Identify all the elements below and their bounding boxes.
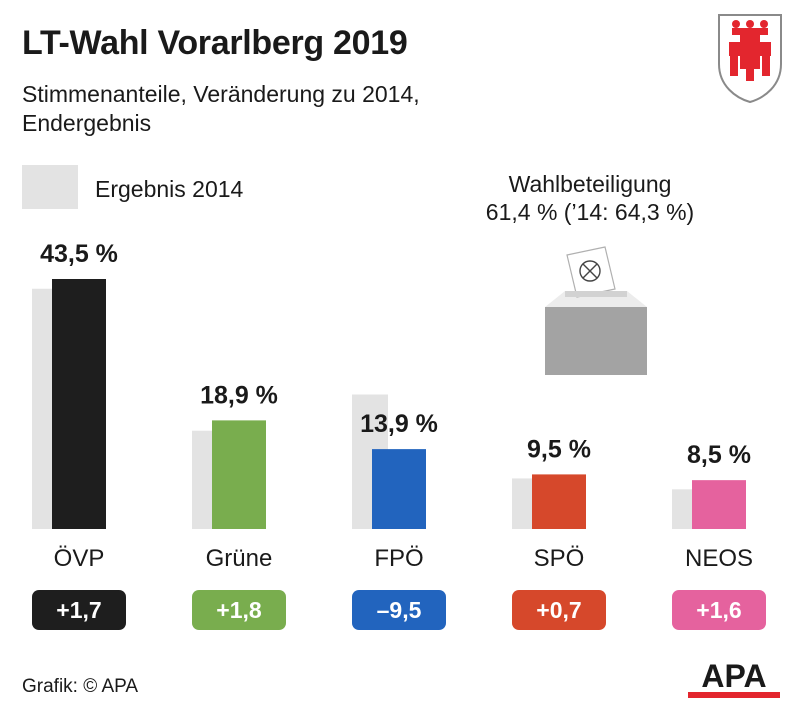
value-label: 13,9 % xyxy=(360,410,438,438)
change-label: +0,7 xyxy=(536,597,581,623)
party-label: FPÖ xyxy=(374,545,423,572)
bar-2019 xyxy=(52,279,106,529)
party-label: NEOS xyxy=(685,545,753,572)
change-badge xyxy=(32,590,126,630)
bar-2019 xyxy=(692,480,746,529)
change-label: +1,8 xyxy=(216,597,262,623)
page-subtitle: Stimmenanteile, Veränderung zu 2014, End… xyxy=(22,80,582,138)
value-label: 18,9 % xyxy=(200,381,278,409)
page-title: LT-Wahl Vorarlberg 2019 xyxy=(22,24,408,62)
bar-2019 xyxy=(532,474,586,529)
subtitle-line-2: Endergebnis xyxy=(22,110,152,136)
party-label: ÖVP xyxy=(54,545,105,572)
change-badge xyxy=(192,590,286,630)
change-badge xyxy=(672,590,766,630)
party-label: Grüne xyxy=(206,545,273,572)
change-label: +1,6 xyxy=(696,597,741,623)
change-label: –9,5 xyxy=(377,597,422,623)
turnout-label: Wahlbeteiligung xyxy=(508,171,672,197)
bar-2019 xyxy=(212,420,266,529)
legend-label: Ergebnis 2014 xyxy=(95,176,244,202)
turnout-block: Wahlbeteiligung 61,4 % (’14: 64,3 %) xyxy=(440,170,740,226)
change-label: +1,7 xyxy=(56,597,101,623)
apa-logo-text: APA xyxy=(701,658,766,694)
change-badge xyxy=(352,590,446,630)
value-label: 9,5 % xyxy=(527,435,591,463)
vorarlberg-coat-of-arms-icon xyxy=(718,14,782,104)
ballot-box-icon xyxy=(545,246,647,375)
value-label: 43,5 % xyxy=(40,240,118,268)
credit-text: Grafik: © APA xyxy=(22,676,139,697)
value-label: 8,5 % xyxy=(687,441,751,469)
apa-logo: APA xyxy=(688,658,780,698)
bar-2019 xyxy=(372,449,426,529)
change-badge xyxy=(512,590,606,630)
party-label: SPÖ xyxy=(534,545,585,572)
subtitle-line-1: Stimmenanteile, Veränderung zu 2014, xyxy=(22,81,420,107)
turnout-value: 61,4 % (’14: 64,3 %) xyxy=(485,199,695,225)
legend-swatch-2014 xyxy=(22,165,78,209)
